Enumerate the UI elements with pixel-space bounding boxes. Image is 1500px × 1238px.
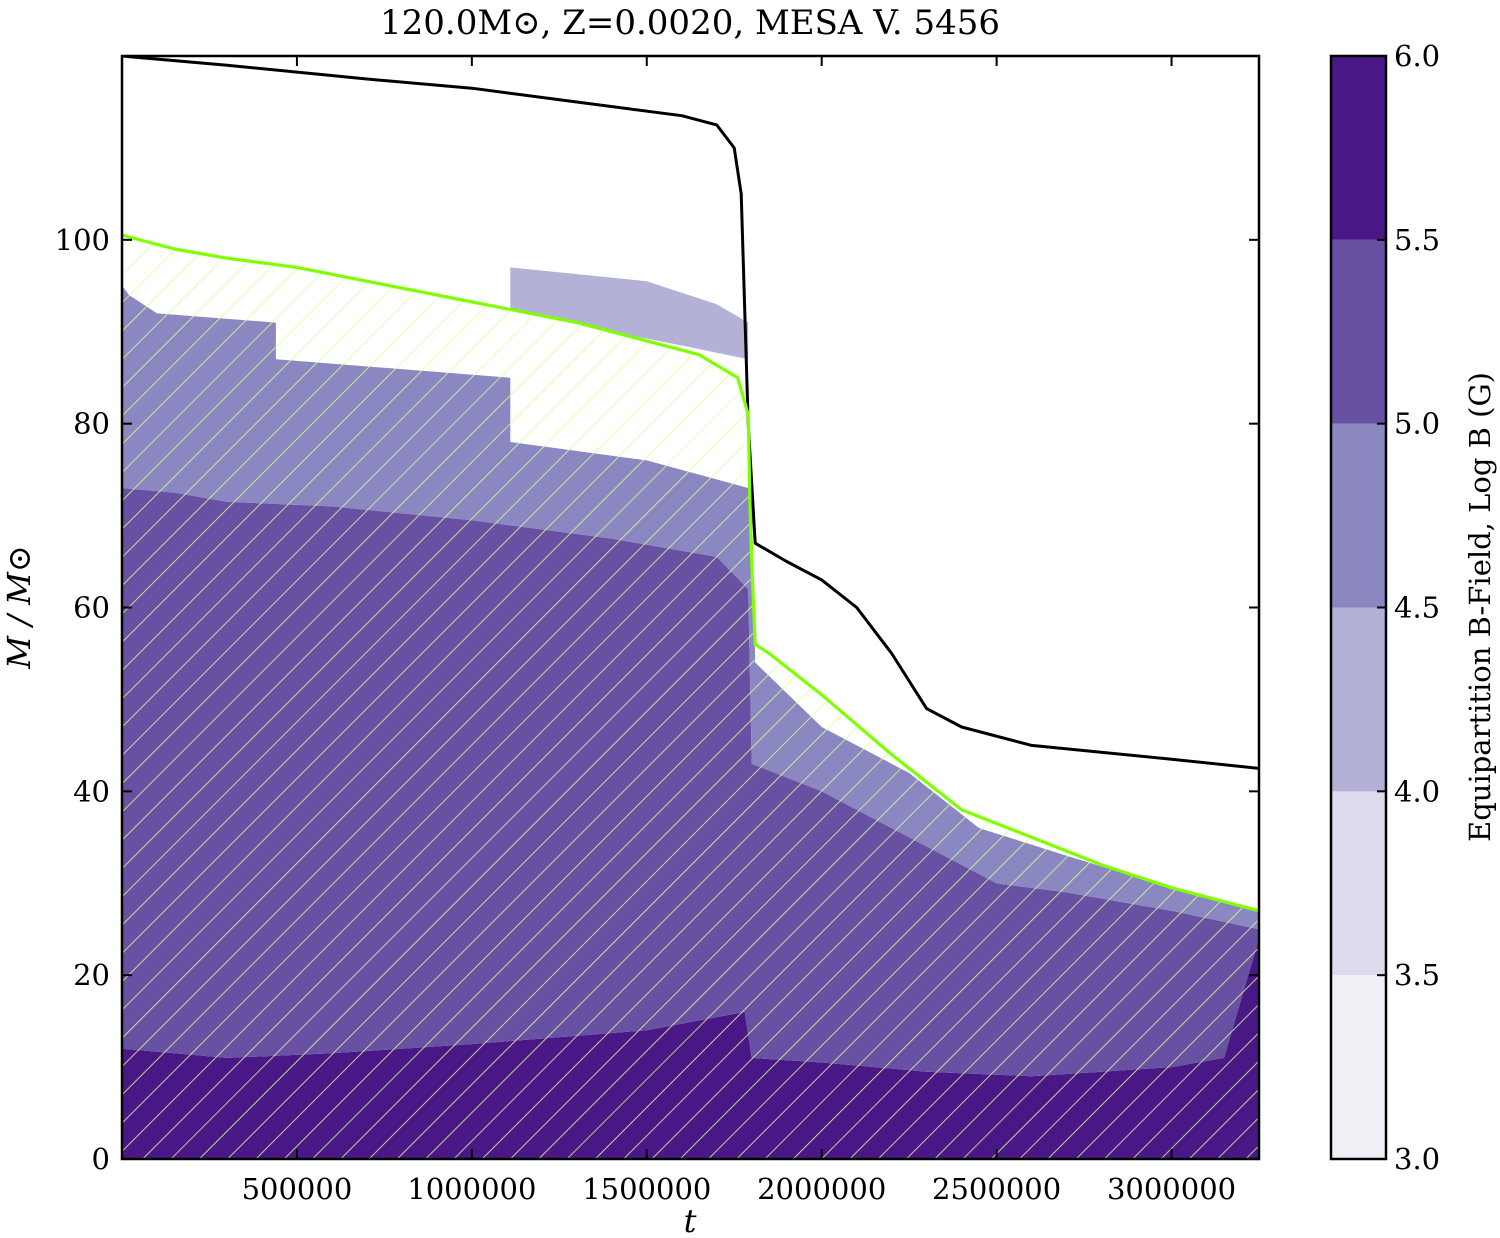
x-axis-label: t [684, 1202, 697, 1238]
colorbar-segment [1331, 975, 1386, 1159]
colorbar-tick-label: 4.0 [1394, 774, 1440, 808]
colorbar-segment [1331, 239, 1386, 424]
colorbar-tick-label: 3.5 [1394, 958, 1440, 992]
colorbar-segment [1331, 423, 1386, 608]
boundary-lines [122, 56, 1259, 913]
colorbar-label: Equipartition B-Field, Log B (G) [1463, 372, 1497, 842]
hatch-region [122, 235, 1259, 1159]
y-tick-label: 40 [73, 774, 110, 808]
x-tick-label: 500000 [242, 1172, 353, 1206]
x-axis-ticks: 500000 1000000 1500000 2000000 2500000 300000… [242, 56, 1236, 1206]
y-tick-label: 60 [73, 591, 110, 625]
x-tick-label: 1000000 [407, 1172, 536, 1206]
colorbar-tick-label: 5.0 [1394, 407, 1440, 441]
plot-area [122, 56, 1259, 1159]
series-line-1 [122, 233, 1259, 913]
convective-hatch [122, 235, 1259, 1159]
series-line-0 [122, 56, 1259, 770]
colorbar-tick-label: 5.5 [1394, 223, 1440, 257]
region-logb-3 [510, 267, 749, 360]
y-axis-label: M / M⊙ [0, 545, 38, 669]
colorbar-segment [1331, 791, 1386, 976]
x-tick-label: 1500000 [582, 1172, 711, 1206]
x-tick-label: 2000000 [757, 1172, 886, 1206]
colorbar-segment [1331, 56, 1386, 240]
y-tick-label: 100 [55, 223, 110, 257]
colorbar-tick-label: 4.5 [1394, 591, 1440, 625]
colorbar-tick-label: 6.0 [1394, 39, 1440, 73]
colorbar-tick-label: 3.0 [1394, 1142, 1440, 1176]
x-tick-label: 3000000 [1107, 1172, 1236, 1206]
colorbar-segment [1331, 607, 1386, 792]
chart-title: 120.0M⊙, Z=0.0020, MESA V. 5456 [380, 3, 1000, 43]
colorbar-ticks: 3.0 3.5 4.0 4.5 5.0 5.5 6.0 [1377, 39, 1440, 1176]
y-axis-ticks: 0 20 40 60 80 100 [55, 223, 1259, 1176]
x-tick-label: 2500000 [932, 1172, 1061, 1206]
y-tick-label: 0 [92, 1142, 110, 1176]
y-tick-label: 20 [73, 958, 110, 992]
y-tick-label: 80 [73, 407, 110, 441]
